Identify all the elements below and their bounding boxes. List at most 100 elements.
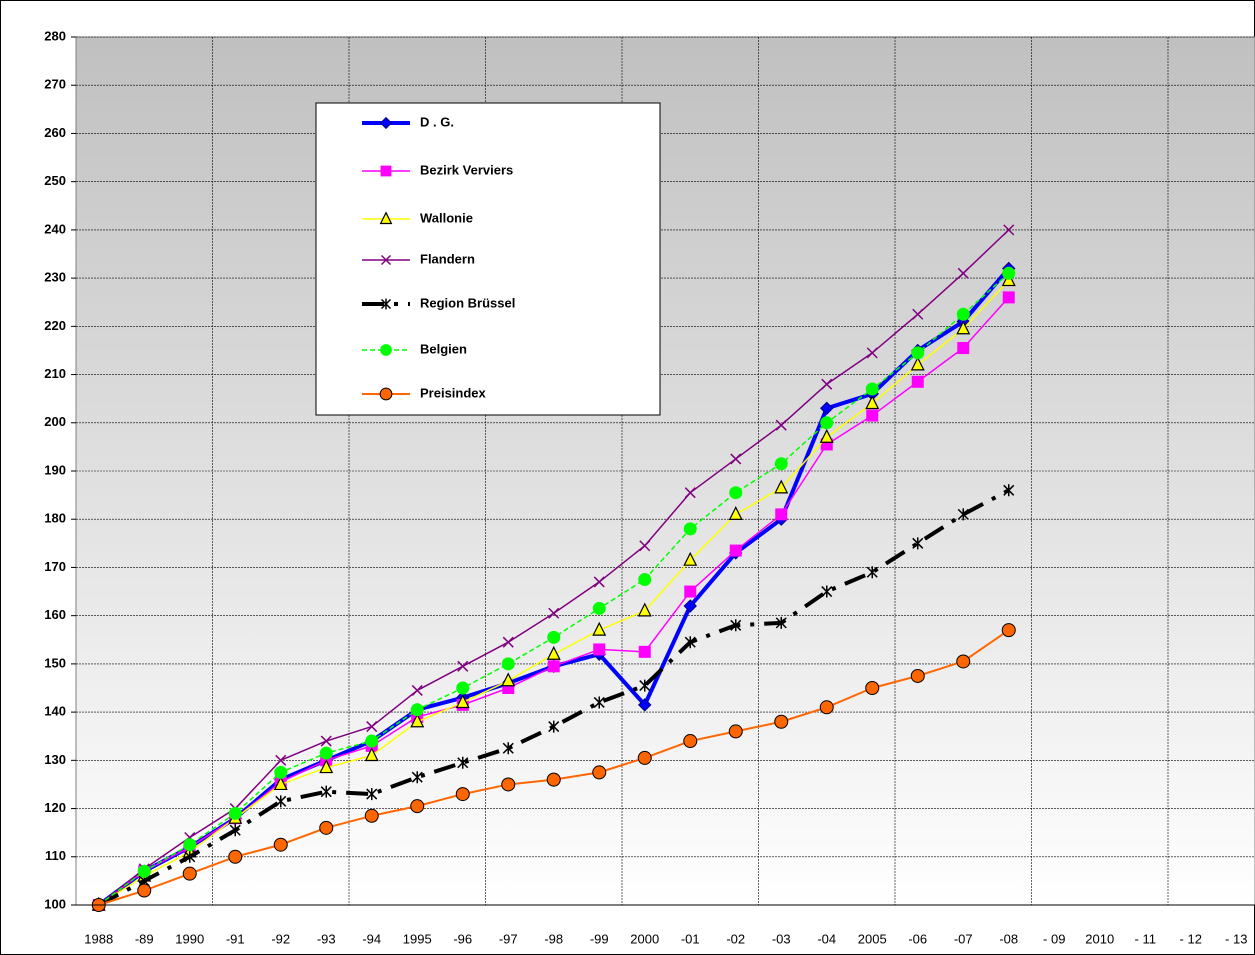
marker (820, 416, 834, 430)
x-tick-label: - 13 (1225, 931, 1247, 946)
marker (728, 506, 743, 520)
series-line (97, 488, 1010, 907)
marker (593, 696, 605, 709)
marker (684, 636, 696, 649)
marker (137, 864, 151, 878)
y-tick-label: 160 (44, 607, 66, 622)
marker (228, 849, 243, 864)
marker (957, 508, 969, 521)
y-tick-label: 100 (44, 896, 66, 911)
x-tick-label: 1988 (84, 931, 113, 946)
legend-label: D . G. (420, 114, 454, 129)
marker (275, 754, 287, 766)
marker (592, 765, 607, 780)
legend-label: Flandern (420, 251, 475, 266)
marker (502, 742, 514, 755)
x-tick-label: 2005 (858, 931, 887, 946)
marker (684, 585, 697, 598)
legend-box (315, 102, 661, 416)
x-tick-label: -07 (954, 931, 973, 946)
marker (821, 585, 833, 598)
marker (366, 788, 378, 801)
y-tick-label: 250 (44, 173, 66, 188)
marker (183, 838, 197, 852)
marker (546, 772, 561, 787)
marker (364, 808, 379, 823)
x-tick-label: - 09 (1043, 931, 1065, 946)
marker (1001, 623, 1016, 638)
marker (912, 308, 924, 320)
marker (457, 660, 469, 672)
marker (683, 734, 698, 749)
marker (182, 866, 197, 881)
marker (410, 713, 425, 728)
marker (501, 777, 516, 792)
marker (1003, 224, 1015, 236)
x-tick-label: -04 (817, 931, 836, 946)
legend-label: Bezirk Verviers (420, 162, 513, 177)
x-tick-label: -89 (135, 931, 154, 946)
marker (380, 344, 392, 356)
marker (228, 806, 242, 820)
marker (455, 694, 470, 709)
y-tick-label: 270 (44, 77, 66, 92)
marker (592, 621, 607, 636)
marker (866, 566, 878, 579)
marker (866, 409, 879, 422)
marker (865, 382, 879, 396)
marker (411, 684, 423, 696)
x-tick-label: -91 (226, 931, 245, 946)
marker (366, 721, 378, 733)
y-tick-label: 280 (44, 28, 66, 43)
marker (380, 165, 392, 177)
marker (455, 787, 470, 802)
marker (683, 599, 697, 613)
marker (547, 630, 561, 644)
x-tick-label: -96 (453, 931, 472, 946)
y-tick-label: 110 (45, 848, 66, 863)
marker (319, 820, 334, 835)
marker (229, 824, 241, 837)
x-tick-label: -92 (271, 931, 290, 946)
x-tick-label: -03 (772, 931, 791, 946)
marker (866, 347, 878, 359)
legend-label: Preisindex (420, 385, 487, 400)
marker (910, 668, 925, 683)
x-tick-label: -02 (726, 931, 745, 946)
marker (729, 544, 742, 557)
marker (319, 759, 334, 774)
x-tick-label: 2000 (630, 931, 659, 946)
legend-label: Belgien (420, 341, 467, 356)
x-tick-label: -06 (908, 931, 927, 946)
y-tick-label: 140 (44, 704, 66, 719)
legend: D . G. Bezirk Verviers Wallonie Flandern Reg… (315, 102, 661, 416)
legend-label: Region Brüssel (420, 295, 515, 310)
x-tick-label: -98 (544, 931, 563, 946)
x-tick-label: - 11 (1135, 931, 1156, 946)
marker (379, 116, 393, 130)
marker (410, 799, 425, 814)
legend-label: Wallonie (420, 210, 473, 225)
marker (593, 643, 606, 656)
marker (774, 457, 788, 471)
marker (546, 645, 561, 660)
x-tick-label: -01 (681, 931, 700, 946)
marker (910, 356, 925, 371)
marker (730, 619, 742, 632)
marker (774, 479, 789, 494)
marker (821, 378, 833, 390)
marker (819, 700, 834, 715)
marker (639, 679, 651, 692)
marker (638, 573, 652, 586)
y-tick-label: 170 (44, 559, 66, 574)
marker (956, 320, 971, 335)
marker (638, 698, 652, 712)
marker (379, 211, 393, 225)
marker (956, 307, 970, 321)
y-tick-label: 220 (44, 318, 66, 333)
marker (865, 395, 880, 410)
marker (501, 657, 515, 671)
marker (547, 660, 560, 673)
marker (502, 636, 514, 648)
y-tick-label: 150 (44, 655, 66, 670)
